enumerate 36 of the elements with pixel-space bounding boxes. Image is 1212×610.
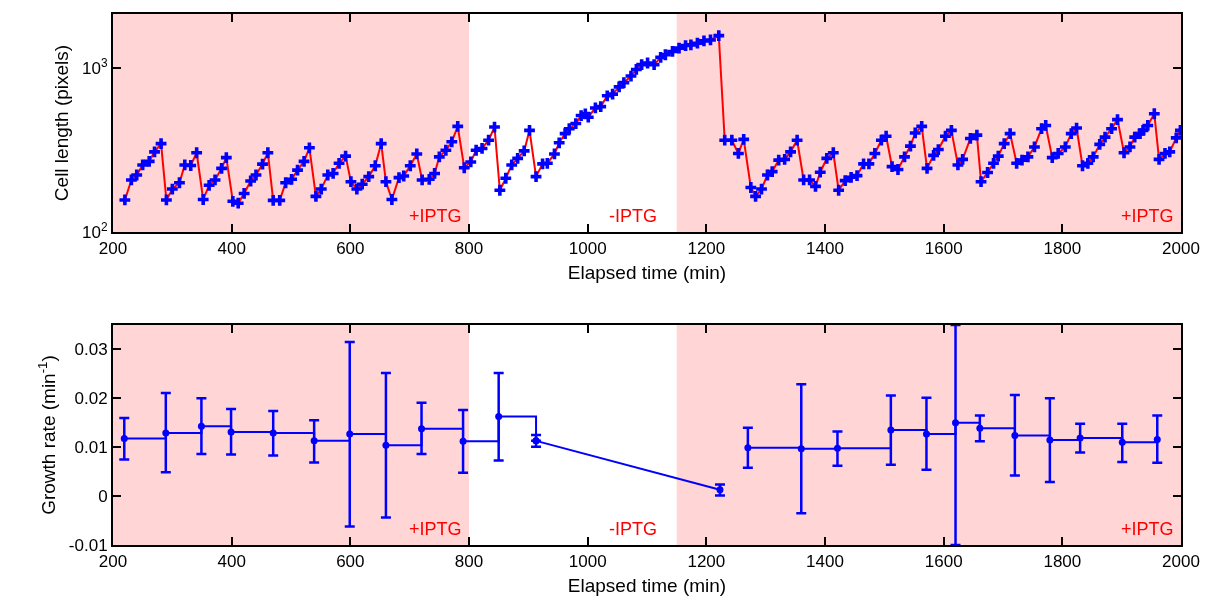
x-tick-label: 1200: [687, 239, 726, 259]
x-axis-title: Elapsed time (min): [567, 574, 727, 596]
band-label: +IPTG: [409, 519, 462, 539]
x-tick-label: 1400: [806, 552, 844, 572]
x-tick-label: 2000: [1162, 239, 1200, 259]
x-axis-title: Elapsed time (min): [567, 261, 727, 283]
band-label: +IPTG: [1121, 206, 1174, 226]
x-tick-label: 800: [454, 239, 484, 259]
x-tick-label: 200: [98, 239, 128, 259]
y-axis-title: Cell length (pixels): [51, 44, 73, 202]
x-tick-label: 400: [217, 239, 246, 259]
y-tick-label: -0.01: [68, 535, 108, 555]
x-tick-label: 200: [98, 552, 128, 572]
x-tick-label: 2000: [1162, 552, 1200, 572]
x-tick-label: 1600: [924, 552, 963, 572]
y-tick-label: 10$^{2}$: [82, 219, 108, 242]
y-tick-label: 0.02: [74, 389, 108, 409]
x-tick-label: 600: [336, 552, 365, 572]
band-label: +IPTG: [409, 206, 462, 226]
x-tick-label: 1800: [1043, 552, 1082, 572]
x-tick-label: 1000: [568, 239, 607, 259]
x-tick-label: 1000: [568, 552, 607, 572]
annotation: -IPTG: [609, 206, 657, 226]
y-tick-label: 10$^{3}$: [82, 56, 108, 79]
x-tick-label: 1800: [1043, 239, 1082, 259]
x-tick-label: 1600: [924, 239, 963, 259]
y-tick-label: 0: [98, 487, 108, 507]
y-tick-label: 0.03: [74, 340, 108, 360]
x-tick-label: 600: [336, 239, 365, 259]
x-tick-label: 1200: [687, 552, 726, 572]
band-label: +IPTG: [1121, 519, 1174, 539]
x-tick-label: 1400: [806, 239, 844, 259]
x-tick-label: 800: [454, 552, 484, 572]
y-tick-label: 0.01: [74, 438, 108, 458]
x-tick-label: 400: [217, 552, 246, 572]
annotation: -IPTG: [609, 519, 657, 539]
